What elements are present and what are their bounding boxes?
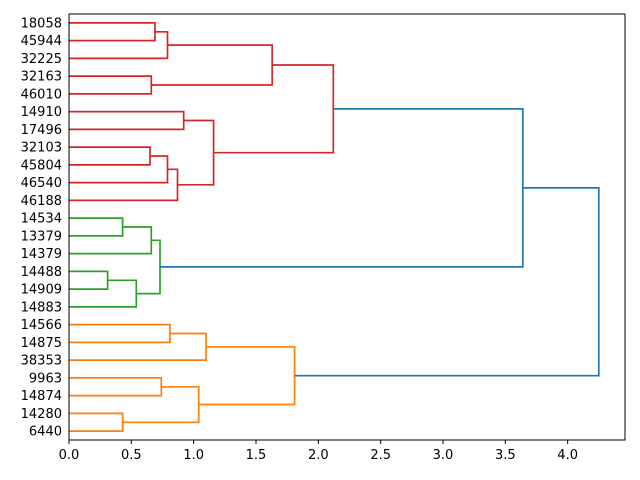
x-tick-label: 2.0 [308,448,329,463]
leaf-label: 32103 [21,141,62,156]
dendrogram-link-N9 [213,64,335,154]
leaf-label: 14883 [21,300,62,315]
axes-frame [68,13,626,441]
dendrogram-link-N12 [69,270,109,290]
dendrogram-link-N18 [69,412,124,432]
dendrogram-link-N16 [69,332,207,361]
leaf-label: 46540 [21,176,62,191]
leaf-label: 14280 [21,407,62,422]
dendrogram-link-N3 [151,44,274,86]
dendrogram-link-N10 [69,217,124,237]
leaf-label: 14909 [21,283,62,298]
leaf-label: 6440 [29,425,62,440]
dendrogram-link-N20 [198,345,296,406]
x-tick-label: 0.5 [121,448,142,463]
x-tick-label: 1.5 [246,448,267,463]
leaf-label: 14379 [21,247,62,262]
x-tick-label: 2.5 [370,448,391,463]
leaf-label: 14875 [21,336,62,351]
leaf-label: 14534 [21,212,62,227]
leaf-label: 14566 [21,318,62,333]
dendrogram-link-N4 [69,110,185,131]
x-tick-label: 4.0 [557,448,578,463]
leaf-label: 32225 [21,52,62,67]
leaf-label: 14874 [21,389,62,404]
leaf-label: 38353 [21,354,62,369]
dendrogram-link-N22 [294,187,600,377]
dendrogram-link-N17 [69,377,163,397]
x-tick-label: 1.0 [183,448,204,463]
dendrogram-link-N15 [69,323,171,344]
leaf-label: 18058 [21,16,62,31]
x-tick-label: 3.0 [433,448,454,463]
leaf-label: 14910 [21,105,62,120]
dendrogram-link-N1 [69,30,169,60]
leaf-label: 13379 [21,229,62,244]
leaf-label: 9963 [29,371,62,386]
dendrogram-link-N0 [69,22,156,42]
dendrogram-link-N6 [69,155,169,184]
x-tick-label: 0.0 [59,448,80,463]
x-tick-label: 3.5 [495,448,516,463]
dendrogram-link-N7 [69,168,179,202]
dendrogram-link-N2 [69,75,153,95]
leaf-label: 14488 [21,265,62,280]
leaf-label: 32163 [21,70,62,85]
dendrogram-link-N5 [69,146,151,166]
dendrogram-link-N13 [69,279,138,308]
dendrogram-link-N11 [69,226,153,255]
leaf-label: 45804 [21,158,62,173]
leaf-label: 46010 [21,87,62,102]
leaf-label: 45944 [21,34,62,49]
dendrogram-link-N14 [136,239,161,295]
leaf-label: 46188 [21,194,62,209]
leaf-label: 17496 [21,123,62,138]
